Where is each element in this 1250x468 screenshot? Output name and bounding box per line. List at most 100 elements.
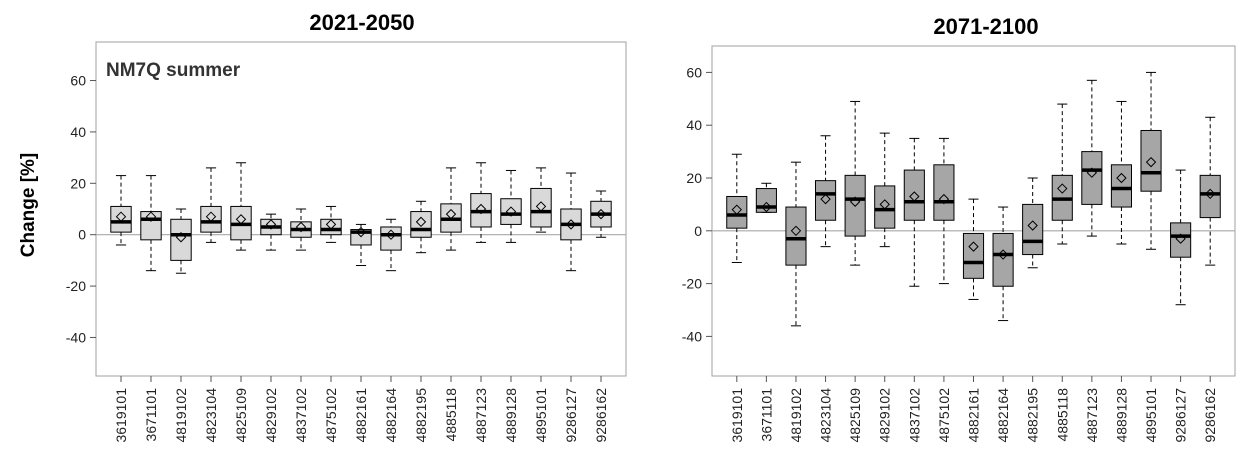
x-tick-label: 4823104 [203,388,219,443]
x-tick-label: 9286127 [563,388,579,443]
mean-marker [879,199,890,210]
box-iqr [500,198,522,225]
box-iqr [962,232,985,279]
mean-marker [1204,188,1216,200]
box-iqr [1140,129,1162,192]
x-tick-label: 4885118 [443,388,459,442]
box-iqr [170,218,192,261]
x-tick-label: 4882161 [353,388,369,443]
box-iqr [903,169,925,221]
mean-marker [1027,220,1038,231]
mean-marker [731,204,743,215]
box-4875102 [320,205,342,243]
box-4875102 [933,137,955,285]
box-iqr [110,205,132,233]
box-4882164 [992,206,1014,322]
mean-marker [475,203,487,215]
box-4819102 [785,161,807,327]
y-tick-label: 20 [686,170,702,186]
chart-title: 2071-2100 [933,14,1038,39]
box-iqr [200,205,222,233]
mean-marker [1175,233,1186,244]
box-4829102 [260,213,282,251]
x-tick-label: 4882164 [995,388,1011,443]
box-iqr [320,218,342,236]
y-tick-label: -40 [682,328,702,344]
box-iqr [992,232,1014,287]
mean-marker [790,225,802,237]
box-9286127 [560,172,582,272]
x-tick-label: 3671101 [758,388,774,442]
y-tick-label: 60 [686,64,702,80]
box-4885118 [440,167,462,251]
mean-marker [295,221,307,233]
x-tick-label: 4895101 [1143,388,1159,443]
x-tick-label: 4887123 [473,388,489,443]
box-4882195 [1022,177,1044,269]
box-9286162 [590,190,612,238]
box-4885118 [1051,103,1073,245]
mean-marker [505,206,517,217]
box-4887123 [470,162,492,243]
x-tick-label: 4875102 [323,388,339,443]
x-tick-label: 4837102 [293,388,309,443]
box-iqr [785,206,807,266]
box-9286127 [1170,169,1192,306]
x-tick-label: 3619101 [729,388,745,443]
y-tick-label: 60 [70,73,86,89]
mean-marker [1116,172,1127,184]
mean-marker [415,216,427,228]
x-tick-label: 4889128 [503,388,519,443]
box-iqr [530,187,552,228]
x-tick-label: 9286127 [1173,388,1189,443]
x-tick-label: 4882195 [1025,388,1041,443]
box-4819102 [170,208,192,274]
x-tick-label: 4882164 [383,388,399,443]
box-iqr [874,185,896,229]
box-iqr [726,195,748,229]
box-4825109 [230,162,252,251]
box-4829102 [874,132,896,248]
mean-marker [145,211,157,222]
mean-marker [175,232,187,243]
mean-marker [938,193,950,205]
box-4889128 [500,169,522,243]
mean-marker [909,191,920,202]
box-3671101 [755,182,777,213]
mean-marker [997,249,1009,260]
mean-marker [849,196,861,207]
x-tick-label: 9286162 [1202,388,1218,443]
x-tick-label: 4837102 [906,388,922,443]
mean-marker [265,219,277,230]
mean-marker [205,211,217,222]
mean-marker [325,219,337,230]
box-4823104 [200,167,222,243]
mean-marker [445,208,457,220]
box-iqr [140,211,162,241]
box-iqr [1081,151,1103,205]
box-iqr [933,164,955,221]
x-tick-label: 4887123 [1084,388,1100,443]
mean-marker [535,201,547,212]
x-tick-label: 4882161 [966,388,982,443]
x-tick-label: 4889128 [1113,388,1129,443]
x-tick-label: 4823104 [818,388,834,443]
y-tick-label: -40 [66,329,86,345]
x-tick-label: 4895101 [533,388,549,443]
box-iqr [1110,164,1133,208]
box-4825109 [844,100,866,266]
mean-marker [820,193,831,205]
box-4882195 [410,200,432,254]
x-tick-label: 4819102 [173,388,189,443]
y-tick-label: 20 [70,175,86,191]
x-tick-label: 3619101 [113,388,129,443]
x-tick-label: 4829102 [263,388,279,443]
mean-marker [1057,183,1068,194]
box-3619101 [726,153,748,263]
mean-marker [1086,167,1098,178]
x-tick-label: 4819102 [788,388,804,443]
x-tick-label: 3671101 [143,388,159,442]
y-tick-label: 0 [78,227,86,243]
box-3671101 [140,175,162,272]
